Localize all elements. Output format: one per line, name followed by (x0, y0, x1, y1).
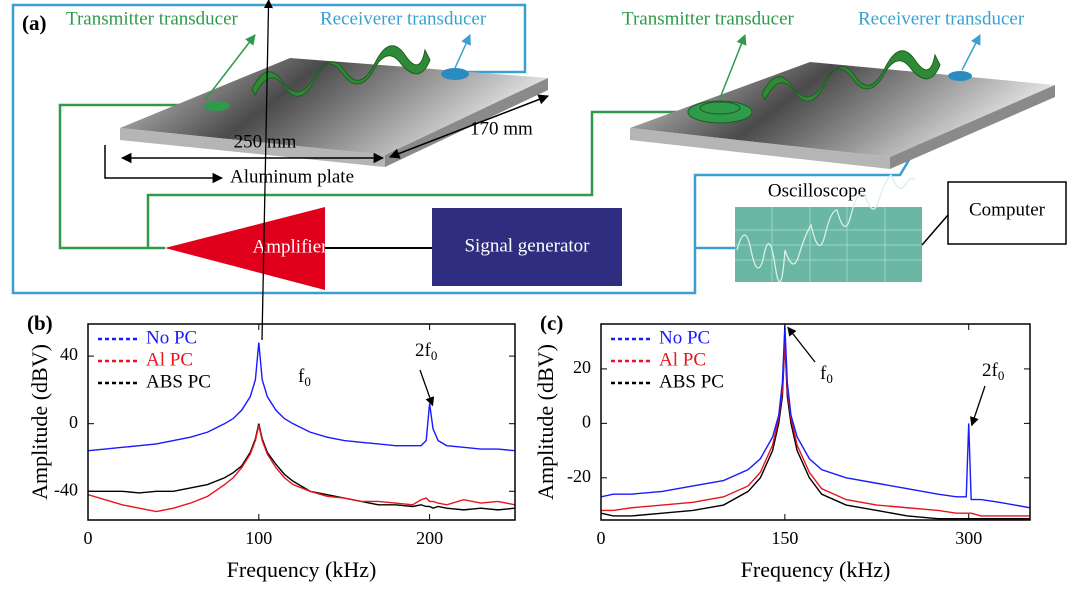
x-tick-label: 0 (597, 528, 606, 548)
chart: 0 150 300 -20 0 20 Frequency (kHz) Amplitude (d… (533, 311, 1030, 582)
y-tick-label: -20 (567, 466, 591, 486)
transducer (204, 101, 230, 111)
pointer (962, 35, 980, 70)
legend-label: Al PC (659, 349, 706, 370)
y-tick-label: -40 (54, 479, 78, 499)
x-tick-label: 0 (84, 528, 93, 548)
x-tick-label: 300 (955, 528, 982, 548)
x-tick-label: 200 (416, 528, 443, 548)
label: Transmitter transducer (622, 8, 795, 29)
y-axis-label: Amplitude (dBV) (27, 344, 52, 500)
y-tick-label: 0 (582, 411, 591, 431)
legend-label: No PC (659, 327, 710, 348)
annotation: 2f0 (415, 340, 437, 363)
annotation-arrow (420, 370, 433, 405)
series-line (88, 425, 515, 511)
annotation-subscript: 0 (826, 371, 833, 386)
figure: (a) Transmitter transducer Receiverer tr… (0, 0, 1073, 594)
annotation: f0 (820, 363, 833, 386)
label: Receiverer transducer (320, 8, 487, 29)
label: Signal generator (464, 235, 590, 256)
transducer (688, 101, 752, 123)
x-tick-label: 100 (245, 528, 272, 548)
annotation-subscript: 0 (304, 374, 311, 389)
annotation-text: 2f (982, 360, 999, 381)
label: Aluminum plate (230, 166, 354, 187)
pointer (455, 35, 470, 68)
diagram: (a) Transmitter transducer Receiverer tr… (13, 5, 1066, 293)
x-tick-label: 150 (771, 528, 798, 548)
label: Computer (969, 199, 1046, 220)
legend-label: Al PC (146, 349, 193, 370)
panel-label: (b) (27, 311, 53, 335)
cable (922, 215, 948, 245)
annotation-subscript: 0 (431, 348, 438, 363)
transducer (441, 68, 469, 80)
y-tick-label: 0 (69, 412, 78, 432)
annotation-text: 2f (415, 340, 432, 361)
y-axis-label: Amplitude (dBV) (533, 344, 558, 500)
panel-label: (a) (22, 11, 47, 35)
y-tick-label: 20 (573, 357, 591, 377)
legend-label: No PC (146, 327, 197, 348)
label: 170 mm (470, 118, 533, 139)
annotation: f0 (298, 366, 311, 389)
series-line (88, 424, 515, 510)
x-axis-label: Frequency (kHz) (227, 557, 377, 582)
label: Transmitter transducer (66, 8, 239, 29)
legend-label: ABS PC (146, 371, 211, 392)
label: Receiverer transducer (858, 8, 1025, 29)
annotation-arrow (972, 386, 985, 425)
pointer (105, 145, 222, 178)
label: Oscilloscope (768, 180, 866, 201)
x-axis-label: Frequency (kHz) (741, 557, 891, 582)
legend-label: ABS PC (659, 371, 724, 392)
panel-label: (c) (540, 311, 563, 335)
transducer (948, 71, 972, 81)
y-tick-label: 40 (60, 344, 78, 364)
annotation-subscript: 0 (998, 368, 1005, 383)
annotation: 2f0 (982, 360, 1004, 383)
annotation-arrow (788, 327, 815, 362)
